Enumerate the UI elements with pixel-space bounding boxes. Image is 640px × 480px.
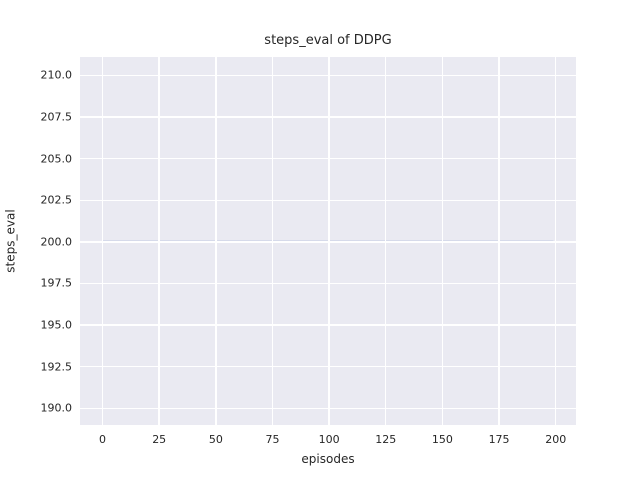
gridline-horizontal	[80, 157, 576, 160]
gridline-horizontal	[80, 324, 576, 326]
gridline-horizontal	[80, 74, 576, 76]
x-tick-label: 175	[488, 433, 510, 446]
x-tick-label: 75	[265, 433, 280, 446]
gridline-horizontal	[80, 366, 576, 368]
y-tick-label: 192.5	[40, 360, 73, 374]
x-axis-ticks: 0 25 50 75 100 125 150 175 200	[80, 425, 576, 449]
gridline-horizontal	[80, 199, 576, 201]
y-tick-label: 210.0	[40, 68, 73, 82]
gridline-vertical	[101, 57, 104, 425]
gridline-horizontal	[80, 282, 576, 285]
plot-area	[80, 57, 576, 425]
x-tick-label: 200	[545, 433, 567, 446]
gridline-vertical	[555, 57, 557, 425]
gridline-horizontal	[80, 407, 576, 410]
y-tick-label: 205.0	[40, 152, 73, 166]
x-tick-label: 25	[152, 433, 167, 446]
gridline-horizontal	[80, 241, 576, 243]
y-tick-label: 207.5	[40, 110, 73, 124]
gridline-vertical	[215, 57, 217, 425]
gridline-vertical	[385, 57, 387, 425]
x-tick-label: 125	[375, 433, 397, 446]
x-tick-label: 150	[431, 433, 453, 446]
chart-title: steps_eval of DDPG	[264, 33, 392, 48]
x-tick-label: 100	[318, 433, 340, 446]
y-tick-label: 202.5	[40, 193, 73, 207]
gridline-vertical	[498, 57, 500, 425]
gridline-horizontal	[80, 116, 576, 118]
gridline-vertical	[328, 57, 330, 425]
x-tick-label: 0	[99, 433, 107, 446]
x-axis-label: episodes	[301, 452, 355, 466]
y-tick-label: 195.0	[40, 318, 73, 332]
gridline-vertical	[441, 57, 444, 425]
y-tick-label: 190.0	[40, 401, 73, 415]
x-tick-label: 50	[208, 433, 223, 446]
gridline-vertical	[271, 57, 274, 425]
gridline-vertical	[158, 57, 160, 425]
y-tick-label: 200.0	[40, 235, 73, 249]
y-tick-label: 197.5	[40, 276, 73, 290]
y-axis-ticks: 190.0 192.5 195.0 197.5 200.0 202.5 205.0 207.5…	[0, 57, 73, 425]
